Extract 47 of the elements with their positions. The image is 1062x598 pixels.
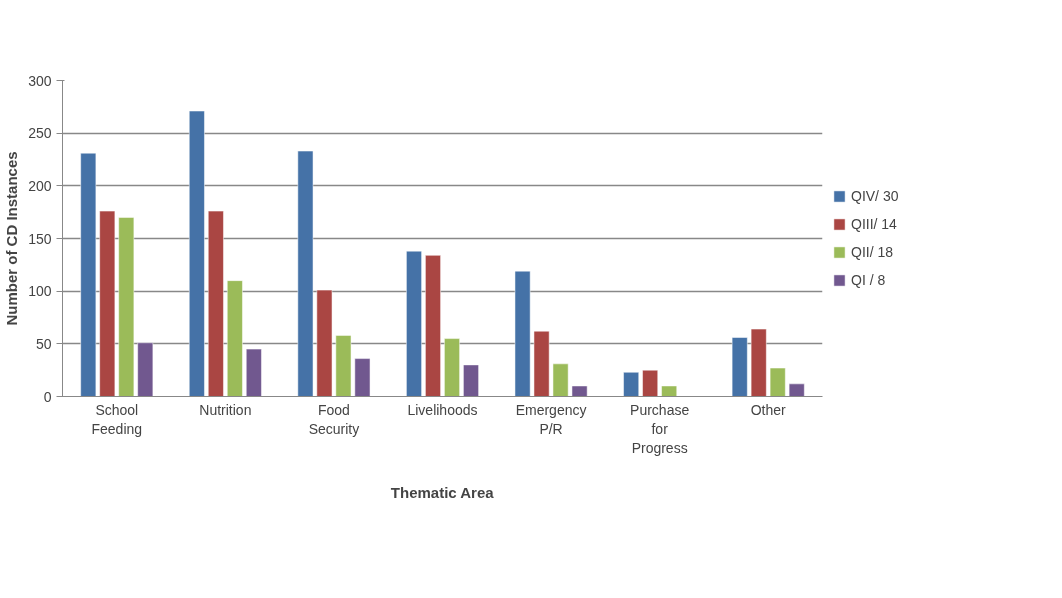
bar bbox=[444, 338, 460, 397]
bar bbox=[731, 337, 748, 397]
x-tick-label: Food Security bbox=[308, 401, 360, 437]
bar bbox=[118, 217, 135, 397]
y-tick-label: 150 bbox=[28, 230, 52, 247]
legend-label: QII/ 18 bbox=[851, 244, 894, 260]
x-tick-label: Emergency P/R bbox=[515, 401, 587, 437]
bar bbox=[99, 210, 116, 397]
bar bbox=[642, 369, 658, 397]
y-tick-label: 250 bbox=[28, 125, 52, 142]
y-tick-label: 50 bbox=[35, 335, 52, 352]
bar bbox=[425, 255, 441, 397]
x-tick-label: Nutrition bbox=[199, 401, 252, 418]
x-axis-title: Thematic Area bbox=[390, 483, 495, 501]
bar bbox=[297, 150, 314, 397]
bar bbox=[406, 250, 422, 397]
bar bbox=[788, 383, 805, 397]
bar bbox=[750, 328, 767, 397]
x-tick-label: School Feeding bbox=[91, 401, 143, 437]
legend-label: QI / 8 bbox=[851, 272, 886, 288]
y-tick-label: 100 bbox=[28, 283, 52, 300]
x-tick-label: Purchase for Progress bbox=[630, 401, 690, 456]
bar bbox=[552, 363, 569, 397]
bar bbox=[137, 342, 154, 397]
bar bbox=[463, 364, 479, 397]
bar bbox=[335, 335, 352, 397]
bar bbox=[514, 270, 531, 397]
x-tick-label: Livelihoods bbox=[407, 401, 478, 418]
y-tick-label: 300 bbox=[28, 72, 52, 89]
bar bbox=[769, 367, 786, 397]
bar bbox=[623, 372, 639, 397]
bar bbox=[661, 385, 677, 397]
legend-label: QIII/ 14 bbox=[851, 216, 897, 232]
y-tick-label: 0 bbox=[43, 388, 52, 405]
bar bbox=[354, 358, 371, 397]
y-axis-title: Number of CD Instances bbox=[3, 151, 21, 326]
bar bbox=[208, 210, 224, 397]
bar bbox=[316, 289, 333, 397]
bar bbox=[189, 110, 205, 397]
legend-label: QIV/ 30 bbox=[851, 188, 899, 204]
x-tick-label: Other bbox=[750, 401, 787, 418]
bar bbox=[80, 152, 97, 397]
bar bbox=[227, 280, 243, 397]
bar bbox=[246, 348, 262, 397]
bar bbox=[571, 385, 588, 397]
bar bbox=[533, 330, 550, 397]
y-tick-label: 200 bbox=[28, 177, 52, 194]
